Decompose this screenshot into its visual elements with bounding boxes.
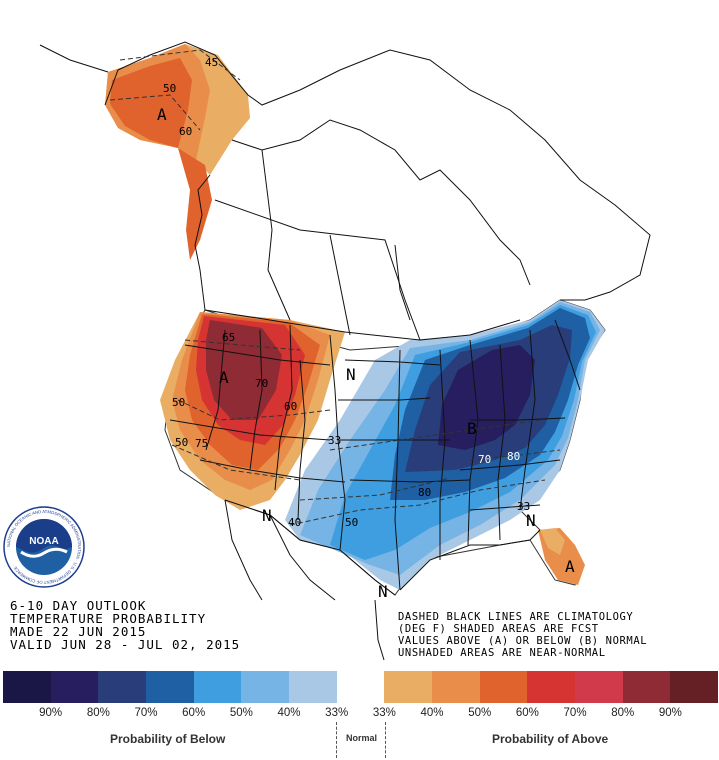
below-label: Probability of Below <box>110 732 226 746</box>
legend-swatch <box>193 671 242 703</box>
contour-label: 70 <box>478 453 491 466</box>
noaa-logo: NOAA NATIONAL OCEANIC AND ATMOSPHERIC AD… <box>3 506 85 588</box>
legend-percent-label: 33% <box>325 707 349 719</box>
legend-swatch <box>479 671 528 703</box>
contour-label: 50 <box>172 396 185 409</box>
contour-label: 65 <box>222 331 235 344</box>
legend-swatch <box>98 671 147 703</box>
legend-percent-label: 60% <box>515 707 539 719</box>
legend-percent-label: 50% <box>468 707 492 719</box>
contour-label: 33 <box>517 500 530 513</box>
outlook-subtitle: TEMPERATURE PROBABILITY <box>10 611 207 626</box>
contour-label: 50 <box>175 436 188 449</box>
outlook-valid-range: VALID JUN 28 - JUL 02, 2015 <box>10 637 241 652</box>
legend-swatch <box>241 671 290 703</box>
contour-label: 33 <box>328 434 341 447</box>
note-line: (DEG F) SHADED AREAS ARE FCST <box>398 623 599 635</box>
contour-label: 45 <box>205 56 218 69</box>
legend-swatch <box>289 671 337 703</box>
normal-divider-right <box>385 722 386 758</box>
west-a-letter: A <box>219 368 229 387</box>
legend-swatch <box>575 671 623 703</box>
contour-label: 80 <box>418 486 431 499</box>
legend-swatch <box>336 671 385 703</box>
contour-label: 75 <box>195 437 208 450</box>
legend-percent-label: 70% <box>563 707 587 719</box>
contour-label: 50 <box>345 516 358 529</box>
contour-label: 60 <box>179 125 192 138</box>
contour-label: 80 <box>507 450 520 463</box>
outlook-info: 6-10 DAY OUTLOOK TEMPERATURE PROBABILITY… <box>10 599 240 651</box>
georgia-n-letter: N <box>526 511 536 530</box>
legend-swatch <box>527 671 576 703</box>
legend-percent-label: 40% <box>420 707 444 719</box>
contour-label: 40 <box>288 516 301 529</box>
texas-n-letter: N <box>378 582 388 601</box>
note-line: VALUES ABOVE (A) OR BELOW (B) NORMAL <box>398 635 648 647</box>
legend-percent-label: 40% <box>277 707 301 719</box>
plains-n-letter: N <box>346 365 356 384</box>
alaska-a-letter: A <box>157 105 167 124</box>
note-line: UNSHADED AREAS ARE NEAR-NORMAL <box>398 647 606 659</box>
legend-swatch <box>50 671 99 703</box>
outlook-map: A A A B N N N N 45 50 60 65 70 60 50 50 … <box>39 41 651 661</box>
outlook-title: 6-10 DAY OUTLOOK <box>10 598 147 613</box>
arizona-n-letter: N <box>262 506 272 525</box>
legend-swatch <box>670 671 719 703</box>
above-label: Probability of Above <box>492 732 609 746</box>
legend-swatch <box>622 671 671 703</box>
legend-percent-label: 80% <box>611 707 635 719</box>
legend-swatch <box>432 671 480 703</box>
contour-label: 60 <box>284 400 297 413</box>
legend-percent-label: 70% <box>134 707 158 719</box>
legend-percent-label: 90% <box>39 707 63 719</box>
legend-swatch <box>384 671 433 703</box>
legend-swatch <box>3 671 51 703</box>
normal-label: Normal <box>346 733 378 743</box>
map-note: DASHED BLACK LINES ARE CLIMATOLOGY (DEG … <box>398 611 647 659</box>
legend-swatch <box>146 671 194 703</box>
noaa-logo-text: NOAA <box>29 536 58 547</box>
contour-label: 50 <box>163 82 176 95</box>
normal-divider-left <box>336 722 337 758</box>
legend-percent-label: 50% <box>229 707 253 719</box>
probability-legend-bar <box>3 671 719 703</box>
legend-percent-label: 33% <box>372 707 396 719</box>
legend-percent-label: 90% <box>658 707 682 719</box>
florida-a-letter: A <box>565 557 575 576</box>
outlook-made-date: MADE 22 JUN 2015 <box>10 624 147 639</box>
east-b-letter: B <box>467 419 477 438</box>
legend-percent-label: 60% <box>182 707 206 719</box>
legend-percent-label: 80% <box>86 707 110 719</box>
probability-legend-labels: 90% 80% 70% 60% 50% 40% 33% 33% 40% 50% 60% 70% 80% 9… <box>3 707 718 719</box>
note-line: DASHED BLACK LINES ARE CLIMATOLOGY <box>398 611 634 623</box>
contour-label: 70 <box>255 377 268 390</box>
